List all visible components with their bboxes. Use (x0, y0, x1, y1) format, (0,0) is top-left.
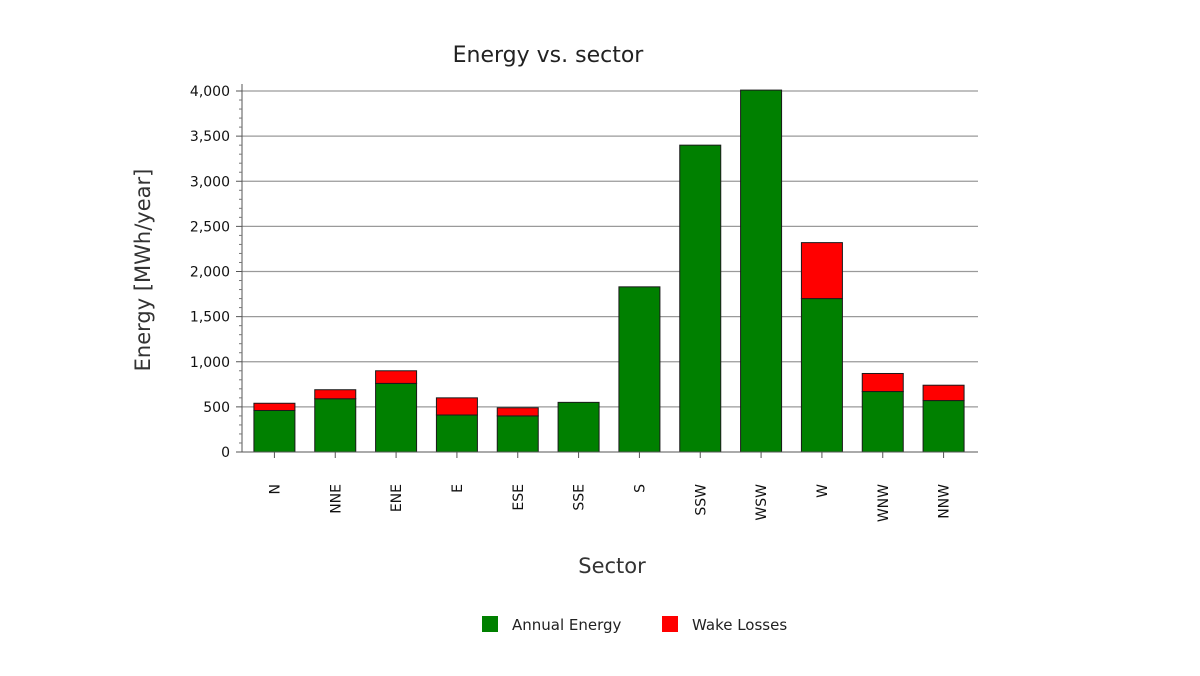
y-tick-label: 2,500 (190, 219, 230, 235)
x-tick-label: WNW (876, 484, 892, 522)
y-tick-label: 500 (203, 400, 230, 416)
legend-swatch-wake-losses (662, 616, 678, 632)
y-tick-label: 4,000 (190, 84, 230, 100)
chart-title: Energy vs. sector (453, 43, 645, 68)
bar-ene-wake-losses (375, 370, 418, 384)
bar-ese-annual-energy (496, 415, 539, 453)
x-ticks: N NNE ENE E ESE SSE S SSW WSW W WNW NNW (267, 452, 953, 522)
y-tick-label: 3,500 (190, 129, 230, 145)
bar-e-wake-losses (435, 397, 478, 416)
bar-wnw-annual-energy (861, 391, 904, 453)
bar-nne-annual-energy (314, 398, 357, 453)
y-tick-label: 1,500 (190, 310, 230, 326)
bar-w-annual-energy (800, 298, 843, 453)
y-tick-label: 1,000 (190, 355, 230, 371)
bar-nnw-annual-energy (922, 400, 965, 453)
bar-n-wake-losses (253, 402, 296, 411)
x-tick-label: NNE (328, 484, 344, 514)
x-tick-label: WSW (754, 484, 770, 521)
x-tick-label: W (815, 484, 831, 498)
x-tick-label: N (267, 484, 283, 494)
legend-swatch-annual-energy (482, 616, 498, 632)
bar-w-wake-losses (800, 242, 843, 300)
x-tick-label: SSW (693, 484, 709, 516)
x-tick-label: ENE (389, 484, 405, 512)
x-tick-label: S (632, 484, 648, 493)
bar-nnw-wake-losses (922, 384, 965, 402)
legend-label-annual-energy: Annual Energy (512, 616, 622, 634)
y-tick-label: 2,000 (190, 265, 230, 281)
x-tick-label: ESE (511, 484, 527, 511)
bar-ene-annual-energy (375, 382, 418, 453)
legend-label-wake-losses: Wake Losses (692, 616, 787, 634)
y-tick-label: 3,000 (190, 174, 230, 190)
bar-wnw-wake-losses (861, 372, 904, 393)
bars (253, 89, 965, 453)
bar-nne-wake-losses (314, 389, 357, 400)
x-axis-label: Sector (578, 554, 646, 578)
bar-n-annual-energy (253, 409, 296, 453)
y-tick-label: 0 (221, 445, 230, 461)
x-tick-label: NNW (937, 484, 953, 519)
gridlines (242, 90, 978, 408)
x-tick-label: SSE (572, 484, 588, 511)
y-axis-label: Energy [MWh/year] (131, 169, 155, 372)
bar-wsw-annual-energy (740, 89, 783, 453)
bar-s-annual-energy (618, 286, 661, 453)
bar-sse-annual-energy (557, 401, 600, 453)
bar-e-annual-energy (435, 414, 478, 453)
bar-ssw-annual-energy (679, 144, 722, 453)
legend: Annual Energy Wake Losses (482, 616, 787, 634)
y-ticks: 0 500 1,000 1,500 2,000 2,500 3,000 3,500 4,000 (190, 84, 242, 461)
bar-ese-wake-losses (496, 407, 539, 417)
x-tick-label: E (450, 484, 466, 493)
